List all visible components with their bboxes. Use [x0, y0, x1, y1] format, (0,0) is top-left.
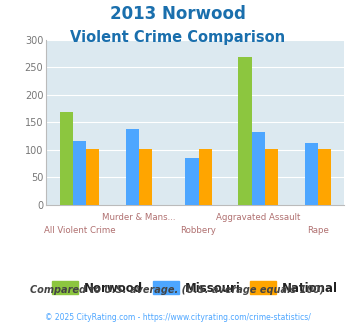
Legend: Norwood, Missouri, National: Norwood, Missouri, National: [48, 277, 343, 299]
Text: 2013 Norwood: 2013 Norwood: [110, 5, 245, 23]
Bar: [126, 129, 139, 205]
Bar: [239, 57, 252, 205]
Text: Robbery: Robbery: [181, 226, 217, 235]
Bar: [73, 141, 86, 205]
Text: Violent Crime Comparison: Violent Crime Comparison: [70, 30, 285, 45]
Text: Rape: Rape: [307, 226, 329, 235]
Bar: [86, 148, 99, 205]
Bar: [60, 112, 73, 205]
Text: © 2025 CityRating.com - https://www.cityrating.com/crime-statistics/: © 2025 CityRating.com - https://www.city…: [45, 314, 310, 322]
Bar: [139, 148, 152, 205]
Text: Murder & Mans...: Murder & Mans...: [102, 213, 176, 222]
Bar: [265, 148, 278, 205]
Bar: [305, 143, 318, 205]
Bar: [318, 148, 331, 205]
Bar: [198, 148, 212, 205]
Text: All Violent Crime: All Violent Crime: [44, 226, 115, 235]
Text: Compared to U.S. average. (U.S. average equals 100): Compared to U.S. average. (U.S. average …: [30, 285, 325, 295]
Text: Aggravated Assault: Aggravated Assault: [216, 213, 300, 222]
Bar: [252, 132, 265, 205]
Bar: [185, 158, 198, 205]
